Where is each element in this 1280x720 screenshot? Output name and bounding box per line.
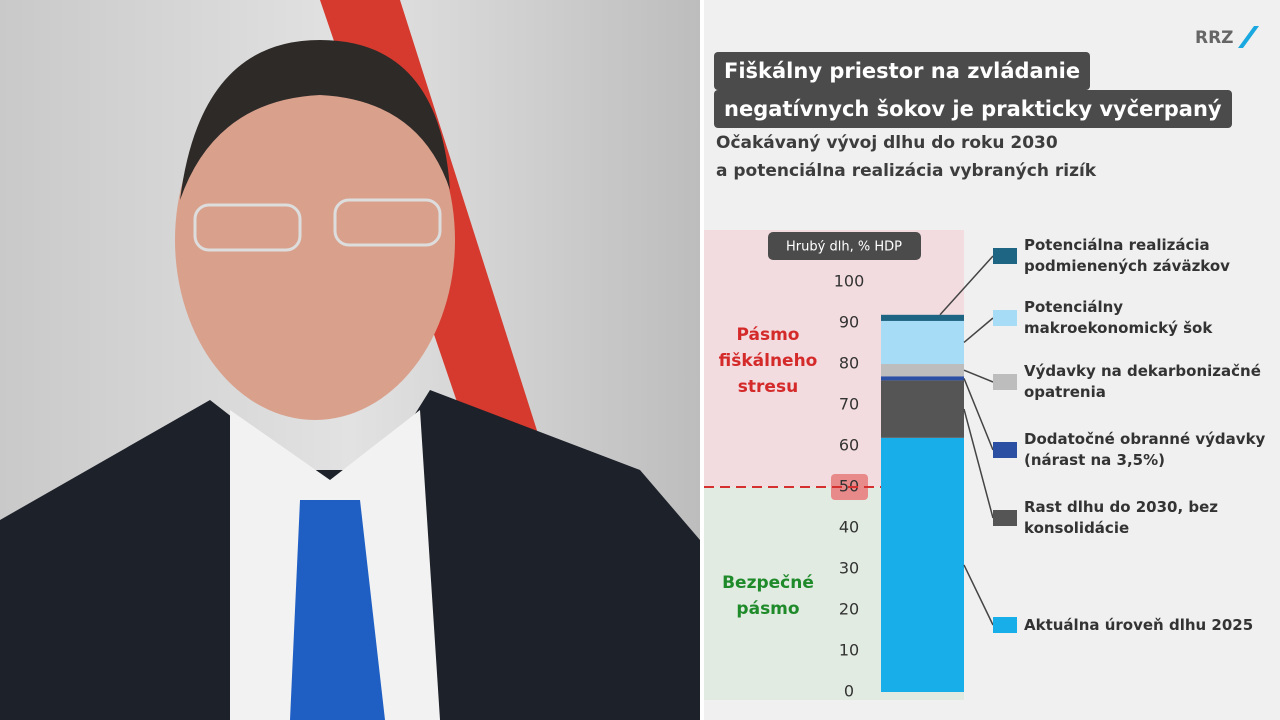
y-tick-label: 40 xyxy=(839,518,859,537)
title: Fiškálny priestor na zvládanie negatívnyc… xyxy=(714,52,1232,128)
divider xyxy=(700,0,704,720)
bar-segment xyxy=(881,437,964,692)
logo: RRZ xyxy=(1195,28,1234,48)
title-line: Fiškálny priestor na zvládanie xyxy=(714,52,1091,90)
bar-segment xyxy=(881,376,964,381)
legend-label: Potenciálna realizácia podmienených závä… xyxy=(1024,236,1230,275)
bar-segment xyxy=(881,314,964,321)
legend-connector xyxy=(963,317,994,344)
title-line: negatívnych šokov je prakticky vyčerpaný xyxy=(714,90,1232,128)
y-tick-label: 80 xyxy=(839,354,859,373)
bar-segment xyxy=(881,380,964,438)
legend-connector xyxy=(963,369,994,383)
zone-label: Bezpečné pásmo xyxy=(722,573,814,619)
y-tick-label: 0 xyxy=(844,682,854,701)
y-tick-label: 60 xyxy=(839,436,859,455)
y-tick-label: 100 xyxy=(834,272,865,291)
bar-segment xyxy=(881,320,964,364)
legend-label: Aktuálna úroveň dlhu 2025 xyxy=(1024,615,1254,634)
zone-label: Pásmo fiškálneho stresu xyxy=(718,325,818,397)
legend-swatch xyxy=(993,374,1017,390)
subtitle-line: Očakávaný vývoj dlhu do roku 2030 xyxy=(716,133,1058,153)
legend-swatch xyxy=(993,248,1017,264)
legend-swatch xyxy=(993,510,1017,526)
bar-segment xyxy=(881,364,964,377)
y-label-box xyxy=(768,232,921,260)
y-tick-label: 10 xyxy=(839,641,859,660)
legend-swatch xyxy=(993,442,1017,458)
legend-swatch xyxy=(993,310,1017,326)
y-tick-label: 20 xyxy=(839,600,859,619)
legend-connector xyxy=(963,378,994,451)
photo xyxy=(0,0,700,720)
legend-connector xyxy=(963,408,994,519)
legend-label: Rast dlhu do 2030, bez konsolidácie xyxy=(1024,498,1219,537)
y-label: Hrubý dlh, % HDP xyxy=(786,240,902,255)
legend-label: Výdavky na dekarbonizačné opatrenia xyxy=(1024,362,1261,401)
legend-label: Dodatočné obranné výdavky (nárast na 3,5… xyxy=(1024,430,1266,469)
legend-label: Potenciálny makroekonomický šok xyxy=(1024,298,1213,337)
subtitle-line: a potenciálna realizácia vybraných rizík xyxy=(716,161,1097,181)
legend-connector xyxy=(939,255,994,316)
y-tick-label: 70 xyxy=(839,395,859,414)
legend-swatch xyxy=(993,617,1017,633)
y-tick-label: 90 xyxy=(839,313,859,332)
legend-connector xyxy=(963,564,994,626)
y-tick-label: 30 xyxy=(839,559,859,578)
logo-mark xyxy=(1238,26,1259,48)
